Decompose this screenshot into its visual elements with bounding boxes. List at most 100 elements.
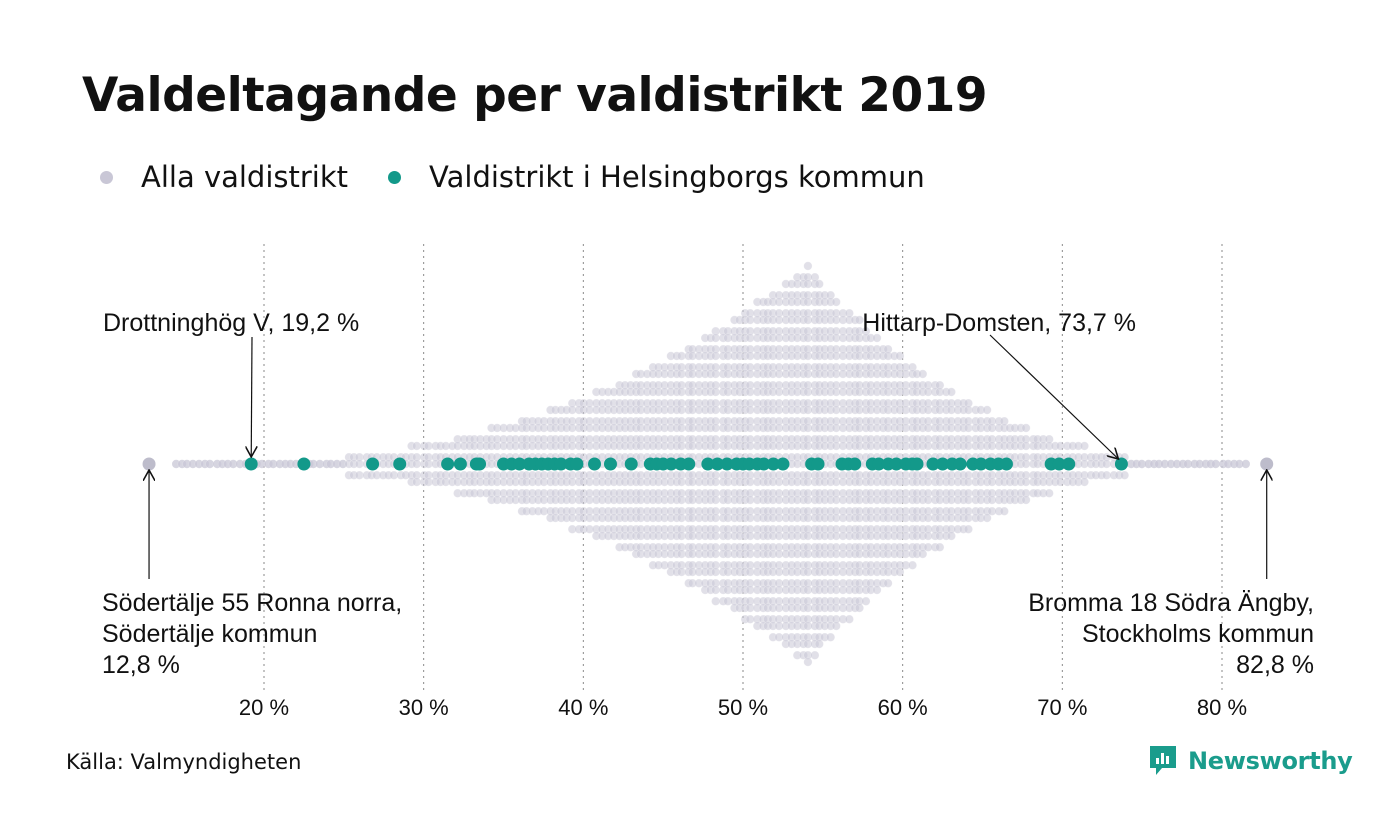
helsingborg-point: [999, 457, 1013, 471]
swarm-dot: [412, 477, 422, 487]
swarm-dot: [1241, 459, 1251, 469]
swarm-dot: [982, 405, 992, 415]
brand: Newsworthy: [1148, 744, 1353, 778]
annotation-arrow: [989, 334, 1118, 459]
swarm-dot: [895, 351, 905, 361]
annotation-line: 12,8 %: [102, 651, 180, 679]
legend-label-helsingborg: Valdistrikt i Helsingborgs kommun: [429, 160, 925, 194]
x-tick-label: 20 %: [239, 695, 289, 720]
helsingborg-point: [1052, 457, 1066, 471]
swarm-dot: [1166, 459, 1176, 469]
annotation-sodertalje: Södertälje 55 Ronna norra, Södertälje kom…: [102, 589, 402, 679]
swarm-dot: [711, 441, 721, 451]
swarm-dot: [1021, 423, 1031, 433]
helsingborg-point: [889, 457, 903, 471]
x-tick-label: 50 %: [718, 695, 768, 720]
swarm-dot: [711, 549, 721, 559]
swarm-dot: [711, 495, 721, 505]
swarm-dot: [332, 459, 342, 469]
swarm-dot: [1172, 459, 1182, 469]
annotation-line: Södertälje 55 Ronna norra,: [102, 589, 402, 617]
swarm-dot: [315, 459, 324, 469]
helsingborg-point: [776, 457, 790, 471]
x-tick-label: 30 %: [399, 695, 449, 720]
chart-title: Valdeltagande per valdistrikt 2019: [82, 68, 988, 123]
helsingborg-point: [512, 457, 526, 471]
swarm-dot: [826, 632, 836, 642]
helsingborg-point: [757, 457, 771, 471]
helsingborg-point: [766, 457, 780, 471]
swarm-dot: [1137, 459, 1146, 469]
helsingborg-point: [811, 457, 825, 471]
swarm-dot: [711, 596, 721, 606]
helsingborg-point: [570, 457, 584, 471]
swarm-dot: [1160, 459, 1170, 469]
annotation-bromma: Bromma 18 Södra Ängby, Stockholms kommun 8…: [1028, 589, 1314, 679]
helsingborg-point: [926, 457, 940, 471]
helsingborg-point: [664, 457, 678, 471]
swarm-dot: [229, 459, 238, 469]
helsingborg-districts: [244, 457, 1128, 471]
swarm-dot: [194, 459, 204, 469]
swarm-dot: [946, 531, 956, 541]
swarm-dot: [412, 441, 422, 451]
legend-item-all: Alla valdistrikt: [100, 160, 348, 194]
swarm-dot: [814, 279, 824, 289]
brand-name: Newsworthy: [1188, 747, 1353, 775]
swarm-dot: [326, 459, 335, 469]
swarm-dot: [711, 423, 721, 433]
swarm-dot: [803, 261, 813, 271]
annotations: Drottninghög V, 19,2 % Hittarp-Domsten, 7…: [102, 309, 1314, 679]
x-tick-label: 70 %: [1037, 695, 1087, 720]
newsworthy-logo-icon: [1150, 746, 1176, 775]
annotation-hittarp: Hittarp-Domsten, 73,7 %: [862, 309, 1136, 337]
swarm-dot: [1021, 495, 1031, 505]
swarm-dot: [831, 621, 841, 631]
helsingborg-point: [720, 457, 734, 471]
extreme-district-point: [142, 457, 156, 471]
swarm-dot: [844, 614, 854, 624]
swarm-dot: [205, 459, 215, 469]
swarm-dot: [883, 578, 893, 588]
helsingborg-point: [473, 457, 487, 471]
helsingborg-point: [297, 457, 311, 471]
x-axis-ticks: 20 % 30 % 40 % 50 % 60 % 70 % 80 %: [239, 695, 1247, 720]
helsingborg-point: [953, 457, 967, 471]
swarm-dot: [257, 459, 267, 469]
swarm-dot: [1079, 441, 1089, 451]
swarm-dot: [918, 369, 928, 379]
annotation-line: Södertälje kommun: [102, 620, 317, 648]
x-tick-label: 40 %: [558, 695, 608, 720]
swarm-dot: [171, 459, 181, 469]
helsingborg-point: [366, 457, 380, 471]
x-tick-label: 60 %: [878, 695, 928, 720]
legend-item-helsingborg: Valdistrikt i Helsingborgs kommun: [388, 160, 925, 194]
swarm-dot: [982, 513, 992, 523]
swarm-dot: [872, 585, 882, 595]
swarm-dot: [803, 657, 813, 667]
swarm-dot: [711, 585, 721, 595]
helsingborg-point: [393, 457, 407, 471]
source-note: Källa: Valmyndigheten: [66, 750, 302, 774]
helsingborg-point: [603, 457, 617, 471]
annotation-line: Bromma 18 Södra Ängby,: [1028, 589, 1314, 617]
swarm-dot: [711, 513, 721, 523]
swarm-dot: [810, 650, 820, 660]
swarm-dot: [182, 459, 192, 469]
annotation-line: Stockholms kommun: [1082, 620, 1314, 648]
helsingborg-point: [624, 457, 638, 471]
legend-dot-all: [100, 170, 113, 184]
swarm-dot: [854, 603, 864, 613]
swarm-dot: [309, 459, 318, 469]
swarm-dot: [711, 387, 721, 397]
swarm-dot: [895, 567, 905, 577]
swarm-dot: [854, 315, 864, 325]
swarm-dot: [1079, 477, 1089, 487]
swarm-dot: [861, 596, 871, 606]
swarm-dot: [711, 333, 721, 343]
swarm-dot: [711, 351, 721, 361]
helsingborg-point: [682, 457, 696, 471]
x-tick-label: 80 %: [1197, 695, 1247, 720]
annotation-line: 82,8 %: [1236, 651, 1314, 679]
